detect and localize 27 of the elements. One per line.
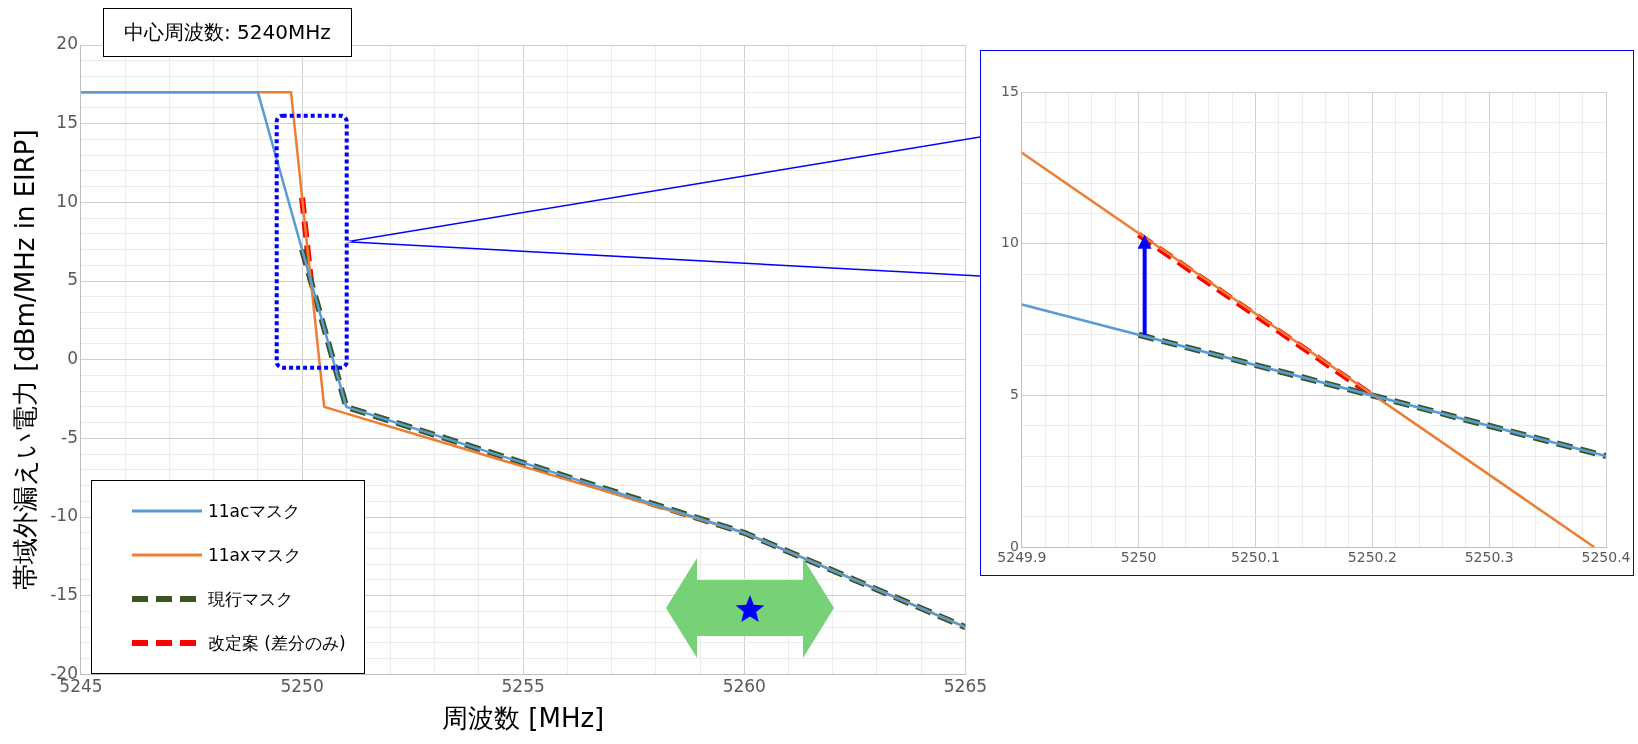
y-tick-label: 10	[1000, 234, 1019, 251]
y-tick-label: 20	[56, 33, 78, 54]
x-tick-label: 5250.3	[1464, 549, 1514, 566]
y-tick-label: -10	[50, 505, 78, 526]
x-tick-label: 5250	[1120, 549, 1157, 566]
x-tick-label: 5250	[280, 676, 324, 697]
legend-label: 11axマスク	[207, 543, 302, 567]
y-tick-label: 5	[67, 269, 78, 290]
y-tick-label: 10	[56, 190, 78, 211]
y-tick-label: -15	[50, 584, 78, 605]
y-tick-label: 15	[1000, 82, 1019, 99]
legend-label: 11acマスク	[207, 499, 301, 523]
x-tick-label: 5250.4	[1581, 549, 1631, 566]
x-tick-label: 5255	[501, 676, 545, 697]
x-axis-title: 周波数 [MHz]	[442, 703, 605, 734]
x-tick-label: 5265	[943, 676, 987, 697]
y-axis-title: 帯域外漏えい電力 [dBm/MHz in EIRP]	[10, 129, 41, 591]
y-tick-label: -5	[61, 426, 78, 447]
x-tick-label: 5250.1	[1230, 549, 1280, 566]
y-tick-label: 15	[56, 112, 78, 133]
y-tick-label: 0	[67, 348, 78, 369]
x-tick-label: 5250.2	[1347, 549, 1397, 566]
legend-label: 現行マスク	[207, 587, 293, 611]
y-tick-label: 5	[1009, 386, 1019, 403]
chart-title: 中心周波数: 5240MHz	[102, 8, 352, 57]
legend-label: 改定案 (差分のみ)	[207, 631, 346, 655]
x-tick-label: 5260	[722, 676, 766, 697]
